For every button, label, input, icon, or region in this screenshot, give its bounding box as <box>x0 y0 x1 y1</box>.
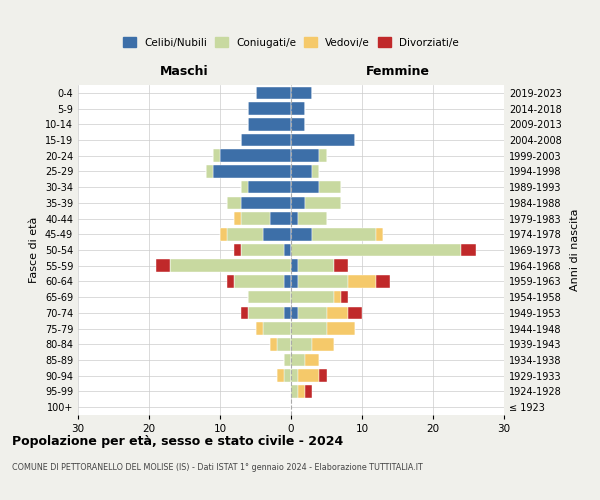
Legend: Celibi/Nubili, Coniugati/e, Vedovi/e, Divorziati/e: Celibi/Nubili, Coniugati/e, Vedovi/e, Di… <box>123 38 459 48</box>
Bar <box>326 322 355 335</box>
Bar <box>291 181 319 194</box>
Y-axis label: Anni di nascita: Anni di nascita <box>570 209 580 291</box>
Bar <box>284 354 291 366</box>
Y-axis label: Fasce di età: Fasce di età <box>29 217 39 283</box>
Bar <box>277 370 284 382</box>
Bar <box>298 385 305 398</box>
Text: Popolazione per età, sesso e stato civile - 2024: Popolazione per età, sesso e stato civil… <box>12 435 343 448</box>
Bar <box>256 322 263 335</box>
Bar <box>241 306 248 319</box>
Bar <box>241 244 284 256</box>
Bar <box>206 165 213 177</box>
Bar <box>319 150 326 162</box>
Bar <box>234 212 241 225</box>
Bar <box>319 181 341 194</box>
Bar <box>341 291 348 304</box>
Bar <box>291 134 355 146</box>
Bar <box>291 86 313 99</box>
Bar <box>291 260 298 272</box>
Bar <box>305 196 341 209</box>
Bar <box>270 212 291 225</box>
Bar <box>291 165 313 177</box>
Bar <box>291 322 326 335</box>
Bar <box>291 370 298 382</box>
Bar <box>277 338 291 350</box>
Bar <box>291 150 319 162</box>
Bar <box>234 275 284 287</box>
Bar <box>248 291 291 304</box>
Bar <box>170 260 291 272</box>
Bar <box>298 275 348 287</box>
Bar <box>284 370 291 382</box>
Bar <box>326 306 348 319</box>
Bar <box>270 338 277 350</box>
Bar <box>234 244 241 256</box>
Bar <box>291 291 334 304</box>
Bar <box>241 212 270 225</box>
Bar <box>227 275 234 287</box>
Bar <box>156 260 170 272</box>
Bar <box>241 196 291 209</box>
Bar <box>348 306 362 319</box>
Bar <box>213 165 291 177</box>
Bar <box>313 165 319 177</box>
Text: Femmine: Femmine <box>365 66 430 78</box>
Bar <box>227 196 241 209</box>
Bar <box>284 275 291 287</box>
Bar <box>305 354 319 366</box>
Bar <box>334 291 341 304</box>
Bar <box>263 228 291 240</box>
Bar <box>291 338 313 350</box>
Bar <box>298 370 319 382</box>
Bar <box>248 102 291 115</box>
Bar <box>461 244 476 256</box>
Bar <box>291 244 461 256</box>
Text: Maschi: Maschi <box>160 66 209 78</box>
Bar <box>319 370 326 382</box>
Bar <box>213 150 220 162</box>
Bar <box>313 338 334 350</box>
Bar <box>291 275 298 287</box>
Bar <box>248 181 291 194</box>
Bar <box>291 212 298 225</box>
Bar <box>256 86 291 99</box>
Bar <box>241 134 291 146</box>
Bar <box>284 306 291 319</box>
Bar <box>248 306 284 319</box>
Bar <box>291 354 305 366</box>
Bar <box>248 118 291 130</box>
Bar <box>291 196 305 209</box>
Bar <box>305 385 313 398</box>
Bar <box>291 306 298 319</box>
Bar <box>291 385 298 398</box>
Bar <box>227 228 263 240</box>
Bar <box>298 212 326 225</box>
Bar <box>334 260 348 272</box>
Bar <box>348 275 376 287</box>
Bar <box>291 118 305 130</box>
Bar <box>313 228 376 240</box>
Bar <box>298 260 334 272</box>
Bar <box>220 150 291 162</box>
Bar <box>376 275 391 287</box>
Bar <box>220 228 227 240</box>
Bar <box>241 181 248 194</box>
Bar <box>298 306 326 319</box>
Bar <box>284 244 291 256</box>
Bar <box>291 102 305 115</box>
Bar <box>291 228 313 240</box>
Bar <box>263 322 291 335</box>
Bar <box>376 228 383 240</box>
Text: COMUNE DI PETTORANELLO DEL MOLISE (IS) - Dati ISTAT 1° gennaio 2024 - Elaborazio: COMUNE DI PETTORANELLO DEL MOLISE (IS) -… <box>12 462 423 471</box>
